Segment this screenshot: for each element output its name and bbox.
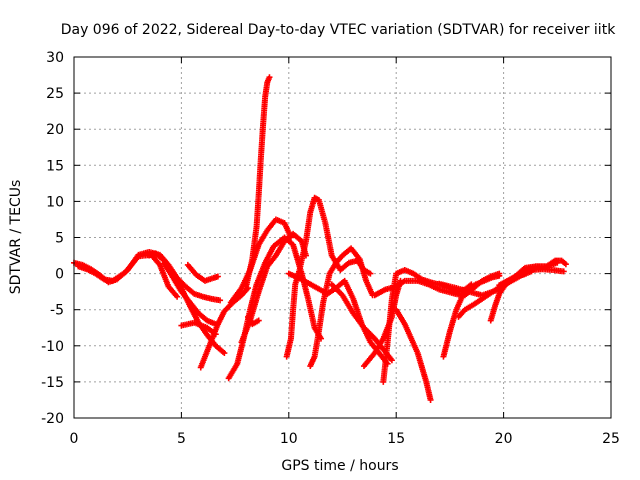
data-point bbox=[562, 261, 569, 268]
series-arc-12 bbox=[244, 313, 262, 328]
series-arc-6 bbox=[184, 261, 221, 284]
data-point bbox=[214, 273, 221, 280]
y-tick-label: 20 bbox=[46, 122, 64, 138]
y-tick-label: -10 bbox=[41, 339, 64, 355]
y-tick-label: 0 bbox=[55, 267, 64, 283]
y-tick-label: 10 bbox=[46, 194, 64, 210]
data-point bbox=[367, 270, 374, 277]
series-arc-2 bbox=[75, 251, 181, 300]
y-tick-label: 30 bbox=[46, 50, 64, 66]
data-point bbox=[255, 317, 262, 324]
y-axis-ticks: -20 -15 -10 -5 0 5 10 15 20 25 30 bbox=[41, 50, 611, 427]
data-point bbox=[388, 357, 395, 364]
series-arc-7 bbox=[197, 285, 251, 371]
series-arc-4 bbox=[161, 260, 228, 357]
grid-lines bbox=[74, 57, 611, 418]
data-point bbox=[496, 270, 503, 277]
y-axis-label: SDTVAR / TECUs bbox=[8, 180, 24, 295]
x-axis-ticks: 0 5 10 15 20 25 bbox=[70, 57, 620, 447]
y-tick-label: 25 bbox=[46, 86, 64, 102]
y-tick-label: -15 bbox=[41, 375, 64, 391]
data-points bbox=[71, 74, 569, 403]
chart-title: Day 096 of 2022, Sidereal Day-to-day VTE… bbox=[61, 22, 616, 38]
x-tick-label: 20 bbox=[495, 431, 513, 447]
series-arc-20 bbox=[371, 277, 464, 299]
series-arc-27 bbox=[511, 257, 569, 281]
series-arc-16 bbox=[328, 281, 395, 364]
x-tick-label: 0 bbox=[70, 431, 79, 447]
data-point bbox=[221, 350, 228, 357]
data-point bbox=[287, 234, 294, 241]
x-axis-label: GPS time / hours bbox=[281, 458, 398, 474]
series-arc-5 bbox=[178, 319, 219, 338]
y-tick-label: 5 bbox=[55, 231, 64, 247]
y-tick-label: -5 bbox=[50, 303, 64, 319]
y-tick-label: 15 bbox=[46, 158, 64, 174]
series-arc-11 bbox=[242, 74, 273, 292]
data-point bbox=[427, 396, 434, 403]
series-arc-19 bbox=[393, 306, 434, 403]
data-point bbox=[560, 268, 567, 275]
data-point bbox=[174, 293, 181, 300]
x-tick-label: 15 bbox=[387, 431, 405, 447]
series-arc-14 bbox=[307, 245, 376, 370]
series-arc-24 bbox=[461, 270, 503, 299]
x-tick-label: 25 bbox=[602, 431, 620, 447]
y-tick-label: -20 bbox=[41, 411, 64, 427]
data-point bbox=[217, 297, 224, 304]
x-tick-label: 5 bbox=[177, 431, 186, 447]
x-tick-label: 10 bbox=[280, 431, 298, 447]
data-point bbox=[266, 74, 273, 81]
